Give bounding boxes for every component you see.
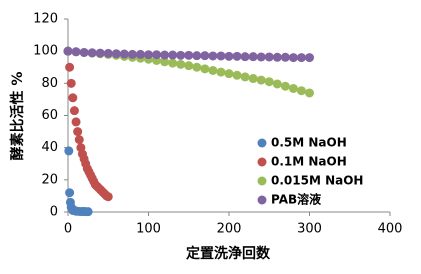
legend-marker xyxy=(257,138,267,148)
point xyxy=(216,67,226,77)
point xyxy=(240,72,250,82)
point xyxy=(184,50,194,60)
point xyxy=(119,49,129,59)
point xyxy=(200,64,210,74)
point xyxy=(296,53,306,63)
x-axis-label: 定置洗浄回数 xyxy=(186,245,271,262)
point xyxy=(200,51,210,61)
point xyxy=(224,51,234,61)
point xyxy=(71,47,81,57)
point xyxy=(63,46,73,56)
point xyxy=(83,207,93,217)
point xyxy=(296,86,306,96)
point xyxy=(248,52,258,62)
point xyxy=(280,81,290,91)
legend-label: PAB溶液 xyxy=(271,192,321,207)
y-tick-label: 40 xyxy=(41,140,58,155)
point xyxy=(256,52,266,62)
legend-marker xyxy=(257,195,267,205)
point xyxy=(144,50,153,60)
point xyxy=(240,52,250,62)
point xyxy=(69,106,79,116)
point xyxy=(65,188,75,198)
point xyxy=(248,74,258,84)
point xyxy=(71,117,81,127)
point xyxy=(95,48,105,58)
legend-label: 0.5M NaOH xyxy=(271,136,347,150)
point xyxy=(127,49,137,59)
y-tick-label: 120 xyxy=(33,12,58,27)
point xyxy=(103,48,113,58)
point xyxy=(79,47,89,57)
point xyxy=(288,53,298,63)
point xyxy=(111,49,121,59)
point xyxy=(152,50,162,60)
point xyxy=(305,88,314,98)
legend-label: 0.015M NaOH xyxy=(271,174,363,188)
y-tick-label: 60 xyxy=(41,108,58,123)
point xyxy=(232,51,242,61)
point xyxy=(224,69,234,79)
point xyxy=(256,75,266,85)
legend-label: 0.1M NaOH xyxy=(271,155,347,169)
point xyxy=(73,127,83,137)
point xyxy=(216,51,226,61)
point xyxy=(160,57,170,67)
x-tick-label: 0 xyxy=(64,222,72,237)
point xyxy=(264,77,274,87)
point xyxy=(176,59,186,69)
point xyxy=(232,70,242,80)
y-tick-label: 80 xyxy=(41,76,58,91)
point xyxy=(168,50,178,60)
point xyxy=(176,50,186,60)
point xyxy=(103,192,113,202)
x-tick-label: 400 xyxy=(378,222,403,237)
point xyxy=(192,51,202,61)
x-tick-label: 300 xyxy=(297,222,322,237)
point xyxy=(135,49,145,59)
x-tick-label: 200 xyxy=(217,222,242,237)
legend-marker xyxy=(257,176,267,186)
legend-marker xyxy=(257,157,267,167)
point xyxy=(264,52,274,62)
point xyxy=(272,79,282,89)
y-axis-label: 酵素比活性 % xyxy=(9,72,26,161)
point xyxy=(66,78,76,88)
y-tick-label: 20 xyxy=(41,172,58,187)
point xyxy=(184,61,194,71)
point xyxy=(87,48,97,58)
point xyxy=(192,62,202,72)
point xyxy=(208,65,218,75)
y-tick-label: 100 xyxy=(33,44,58,59)
point xyxy=(280,52,290,62)
point xyxy=(208,51,218,61)
point xyxy=(305,53,314,63)
point xyxy=(64,146,74,156)
point xyxy=(65,62,75,72)
point xyxy=(68,93,78,103)
point xyxy=(168,58,178,68)
y-tick-label: 0 xyxy=(50,205,58,220)
x-tick-label: 100 xyxy=(136,222,161,237)
point xyxy=(74,135,84,145)
point xyxy=(272,52,282,62)
point xyxy=(160,50,170,60)
point xyxy=(288,83,298,93)
